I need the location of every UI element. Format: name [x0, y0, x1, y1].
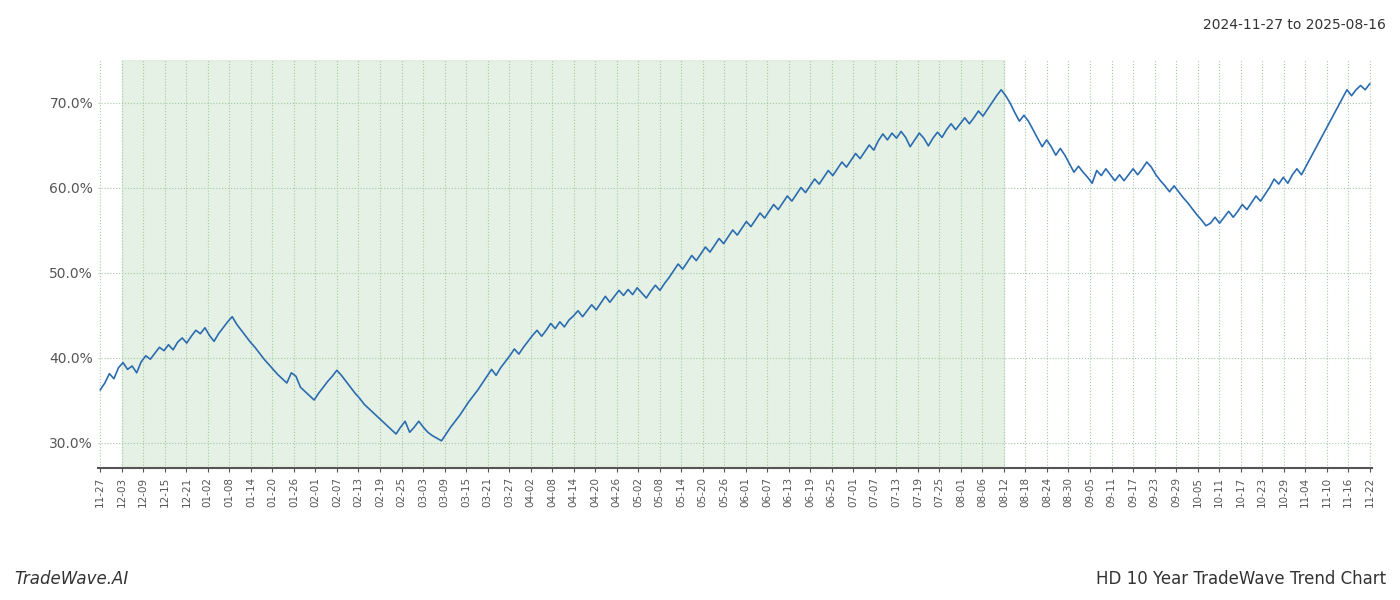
Text: 2024-11-27 to 2025-08-16: 2024-11-27 to 2025-08-16 [1203, 18, 1386, 32]
Text: TradeWave.AI: TradeWave.AI [14, 570, 129, 588]
Text: HD 10 Year TradeWave Trend Chart: HD 10 Year TradeWave Trend Chart [1096, 570, 1386, 588]
Bar [122, 60, 1004, 468]
